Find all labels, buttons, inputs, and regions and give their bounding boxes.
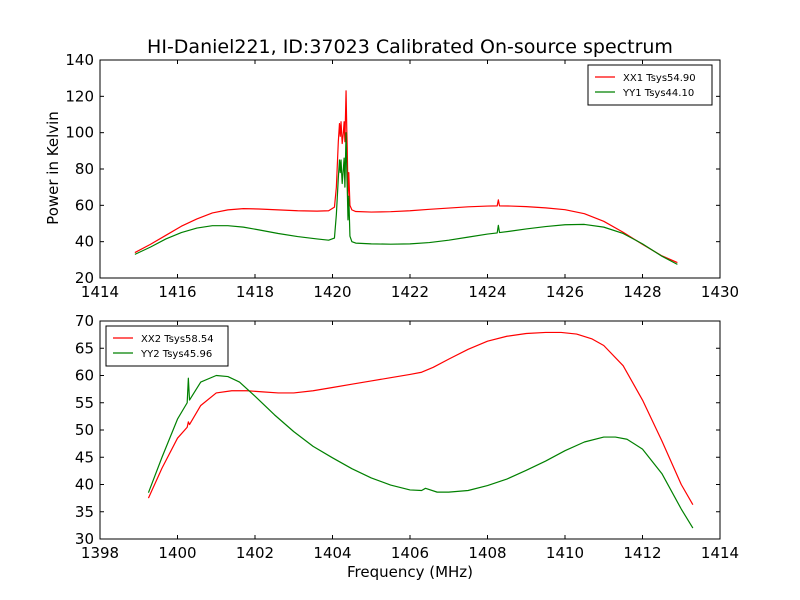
top-ytick-label: 60 bbox=[75, 196, 94, 214]
bottom-ytick-label: 35 bbox=[75, 503, 94, 521]
bottom-ytick-label: 45 bbox=[75, 448, 94, 466]
bottom-spectrum-panel: 1398 1400 1402 1404 1406 1408 1410 1412 1414 30 35… bbox=[75, 312, 739, 562]
top-ytick-label: 40 bbox=[75, 233, 94, 251]
top-ytick-label: 100 bbox=[65, 124, 94, 142]
bottom-xtick-label: 1400 bbox=[158, 544, 196, 562]
bottom-xtick-label: 1412 bbox=[623, 544, 661, 562]
top-spectrum-panel: 1414 1416 1418 1420 1422 1424 1426 1428 1430 20 40… bbox=[65, 51, 739, 301]
figure-xlabel: Frequency (MHz) bbox=[347, 563, 473, 581]
bottom-xtick-label: 1408 bbox=[468, 544, 506, 562]
bottom-xtick-label: 1404 bbox=[313, 544, 351, 562]
bottom-xtick-label: 1406 bbox=[391, 544, 429, 562]
top-xtick-label: 1418 bbox=[236, 283, 274, 301]
top-ytick-label: 140 bbox=[65, 51, 94, 69]
top-ytick-label: 120 bbox=[65, 87, 94, 105]
top-xtick-label: 1426 bbox=[546, 283, 584, 301]
figure-title: HI-Daniel221, ID:37023 Calibrated On-sou… bbox=[147, 36, 673, 58]
bottom-xtick-label: 1410 bbox=[546, 544, 584, 562]
top-xtick-label: 1422 bbox=[391, 283, 429, 301]
bottom-ytick-label: 55 bbox=[75, 394, 94, 412]
top-xtick-label: 1428 bbox=[623, 283, 661, 301]
bottom-ytick-label: 30 bbox=[75, 530, 94, 548]
top-series-line-1 bbox=[134, 90, 678, 264]
top-xtick-label: 1424 bbox=[468, 283, 506, 301]
bottom-ytick-label: 40 bbox=[75, 476, 94, 494]
top-ylabel: Power in Kelvin bbox=[44, 111, 62, 225]
bottom-xtick-label: 1402 bbox=[236, 544, 274, 562]
top-xtick-label: 1430 bbox=[701, 283, 739, 301]
bottom-ytick-label: 60 bbox=[75, 367, 94, 385]
bottom-series-line-2 bbox=[147, 374, 694, 529]
bottom-xtick-label: 1398 bbox=[81, 544, 119, 562]
top-legend-label-1: XX1 Tsys54.90 bbox=[623, 73, 696, 84]
top-ytick-label: 80 bbox=[75, 160, 94, 178]
top-ytick-label: 20 bbox=[75, 269, 94, 287]
top-xtick-label: 1416 bbox=[158, 283, 196, 301]
top-legend-box bbox=[587, 64, 713, 106]
bottom-ytick-label: 70 bbox=[75, 312, 94, 330]
bottom-legend-box bbox=[105, 325, 229, 367]
top-xtick-label: 1414 bbox=[81, 283, 119, 301]
bottom-legend-label-2: YY2 Tsys45.96 bbox=[140, 349, 212, 360]
top-legend-label-2: YY1 Tsys44.10 bbox=[622, 88, 694, 99]
bottom-ytick-label: 50 bbox=[75, 421, 94, 439]
top-series-line-2 bbox=[134, 132, 678, 265]
bottom-xtick-label: 1414 bbox=[701, 544, 739, 562]
bottom-series-line-1 bbox=[147, 331, 694, 505]
bottom-ytick-label: 65 bbox=[75, 339, 94, 357]
top-xtick-label: 1420 bbox=[313, 283, 351, 301]
bottom-legend-label-1: XX2 Tsys58.54 bbox=[141, 334, 214, 345]
